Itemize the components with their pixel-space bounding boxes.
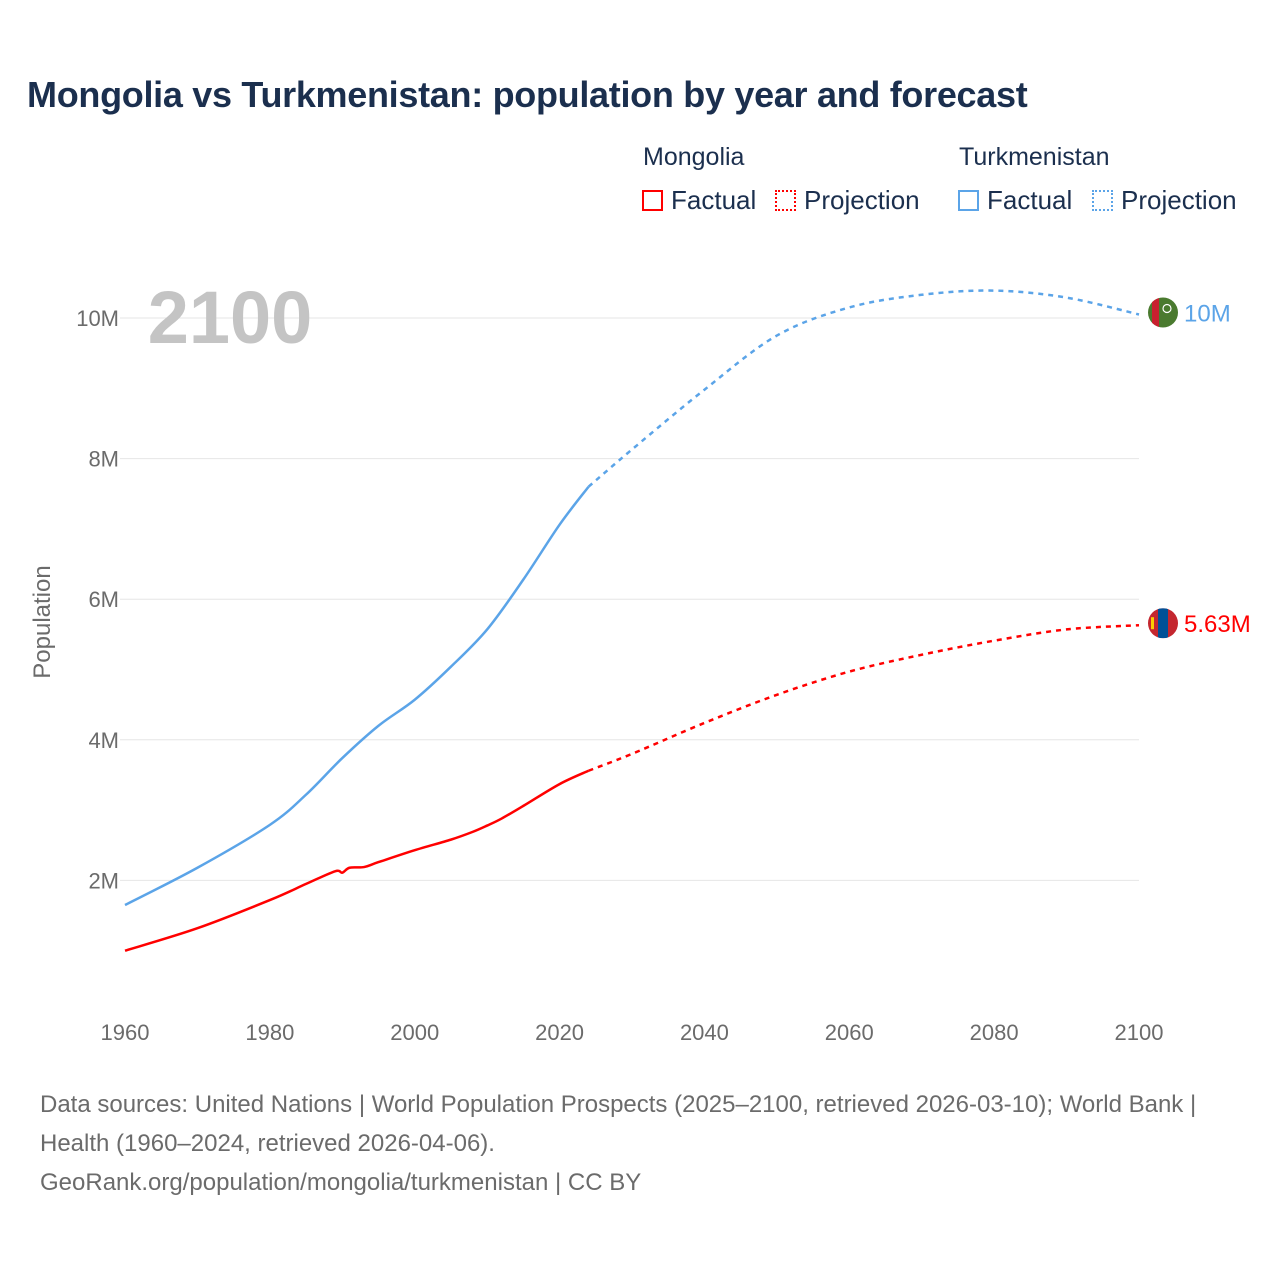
- legend-turkmenistan-factual[interactable]: Factual: [958, 185, 1072, 216]
- current-year-watermark: 2100: [148, 276, 313, 359]
- y-tick-label: 6M: [88, 587, 119, 612]
- y-axis-label: Population: [29, 565, 56, 678]
- legend-group-turkmenistan: Turkmenistan: [959, 143, 1110, 171]
- y-tick-label: 2M: [88, 868, 119, 893]
- footer: Data sources: United Nations | World Pop…: [40, 1085, 1240, 1202]
- legend-label: Factual: [671, 185, 757, 215]
- x-tick-label: 2020: [535, 1020, 584, 1045]
- legend-group-mongolia: Mongolia: [643, 143, 745, 171]
- y-tick-label: 10M: [76, 306, 119, 331]
- y-tick-label: 4M: [88, 728, 119, 753]
- legend-mongolia-factual[interactable]: Factual: [642, 185, 756, 216]
- legend-swatch-solid: [958, 190, 979, 211]
- turkmenistan-projection-line: [587, 289, 1140, 488]
- turkmenistan-end-label: 10M: [1184, 300, 1231, 327]
- x-tick-label: 2060: [825, 1020, 874, 1045]
- footer-sources: Data sources: United Nations | World Pop…: [40, 1091, 1197, 1157]
- legend-swatch-dotted: [775, 190, 796, 211]
- legend-swatch-solid: [642, 190, 663, 211]
- legend-label: Projection: [1121, 185, 1237, 215]
- y-tick-label: 8M: [88, 447, 119, 472]
- x-tick-label: 2000: [390, 1020, 439, 1045]
- mongolia-projection-line: [588, 623, 1140, 772]
- legend-swatch-dotted: [1092, 190, 1113, 211]
- legend-label: Projection: [804, 185, 920, 215]
- legend-label: Factual: [987, 185, 1073, 215]
- turkmenistan-flag-icon: [1148, 297, 1178, 328]
- legend-mongolia-projection[interactable]: Projection: [775, 185, 920, 216]
- chart-title: Mongolia vs Turkmenistan: population by …: [27, 74, 1028, 115]
- mongolia-factual-line: [124, 769, 590, 952]
- x-tick-label: 2040: [680, 1020, 729, 1045]
- footer-credit[interactable]: GeoRank.org/population/mongolia/turkmeni…: [40, 1169, 642, 1196]
- x-tick-label: 1980: [245, 1020, 294, 1045]
- mongolia-flag-icon: [1148, 608, 1178, 639]
- x-tick-label: 2080: [970, 1020, 1019, 1045]
- x-tick-label: 2100: [1115, 1020, 1164, 1045]
- mongolia-end-label: 5.63M: [1184, 611, 1251, 638]
- legend-turkmenistan-projection[interactable]: Projection: [1092, 185, 1237, 216]
- x-tick-label: 1960: [101, 1020, 150, 1045]
- turkmenistan-factual-line: [124, 485, 590, 907]
